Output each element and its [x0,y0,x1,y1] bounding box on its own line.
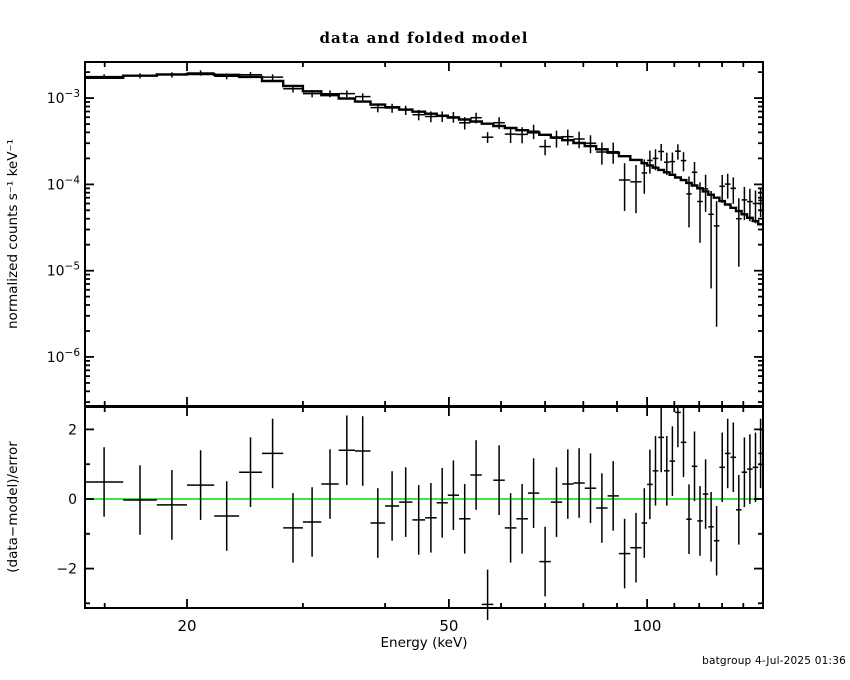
x-tick-label: 50 [439,617,458,635]
panel-borders [84,61,764,609]
residual-y-tick-label: 0 [68,492,77,508]
top-panel-y-axis-label: normalized counts s⁻¹ keV⁻¹ [5,139,21,329]
log-y-tick-label: 10−6 [47,347,81,366]
x-tick-label: 20 [177,617,196,635]
log-y-tick-label: 10−4 [47,174,81,193]
residual-y-tick-label: 2 [68,422,77,438]
x-tick-label: 100 [633,617,662,635]
log-y-tick-label: 10−5 [47,261,80,280]
residual-y-tick-label: −2 [56,562,77,578]
spectrum-panel-content [85,70,763,327]
bottom-panel-y-axis-label: (data−model)/error [5,441,21,573]
x-axis-label: Energy (keV) [380,635,468,651]
residual-panel-content [85,407,763,620]
plot-title: data and folded model [319,29,529,47]
timestamp-label: batgroup 4-Jul-2025 01:36 [702,655,846,667]
axis-ticks [85,62,763,608]
spectrum-data-points [85,70,763,327]
residual-points [85,407,763,620]
log-y-tick-label: 10−3 [47,88,80,107]
